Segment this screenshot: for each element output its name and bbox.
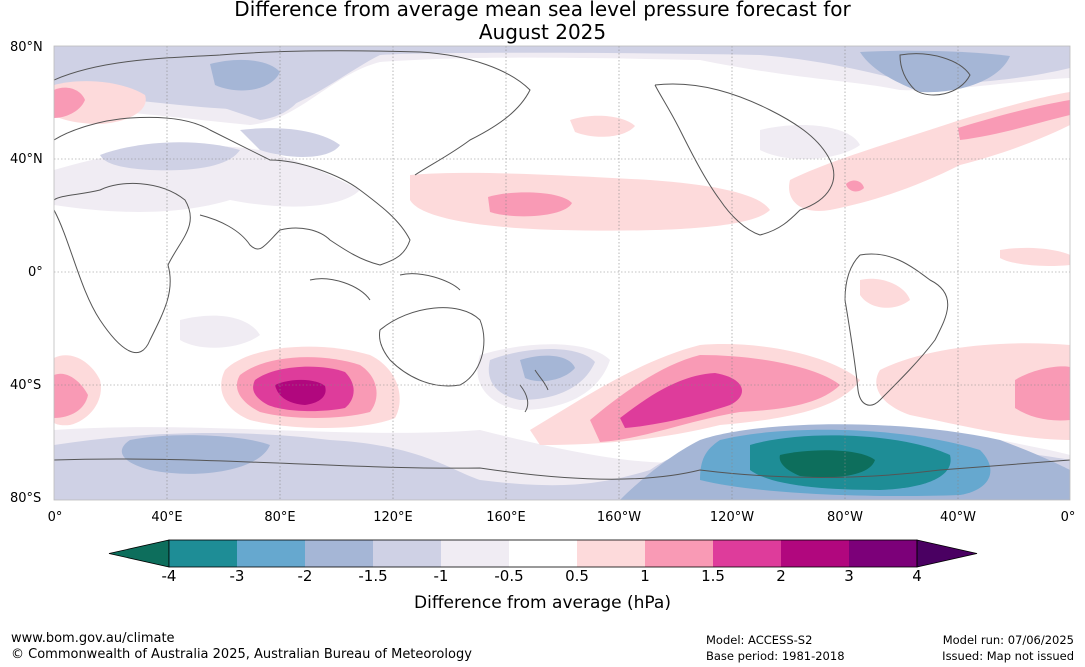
- lon-label-40e: 40°E: [151, 510, 183, 525]
- footer-copyright: © Commonwealth of Australia 2025, Austra…: [11, 647, 472, 662]
- colorbar-swatch: [373, 540, 441, 567]
- colorbar-title: Difference from average (hPa): [414, 593, 671, 613]
- footer-model: Model: ACCESS-S2: [706, 633, 813, 647]
- lat-label-80n: 80°N: [10, 40, 43, 55]
- graticule: [54, 46, 1070, 500]
- lon-label-120w: 120°W: [709, 510, 755, 525]
- colorbar-tick: 1: [640, 567, 650, 585]
- colorbar-tick: -0.5: [494, 567, 524, 585]
- colorbar-tick: 4: [912, 567, 922, 585]
- lon-label-0: 0°: [47, 510, 63, 525]
- lon-label-80e: 80°E: [264, 510, 296, 525]
- colorbar-swatch: [441, 540, 509, 567]
- lon-label-120e: 120°E: [373, 510, 413, 525]
- lon-label-40w: 40°W: [940, 510, 976, 525]
- colorbar-swatch: [781, 540, 849, 567]
- colorbar-tick: 1.5: [701, 567, 725, 585]
- coastlines: [54, 50, 1070, 480]
- colorbar-swatch: [713, 540, 781, 567]
- colorbar-swatch: [577, 540, 645, 567]
- pressure-anomaly-fills: [54, 46, 1070, 500]
- footer-url: www.bom.gov.au/climate: [11, 631, 175, 646]
- colorbar-swatch: [645, 540, 713, 567]
- colorbar-tick: -1: [433, 567, 449, 585]
- lon-label-80w: 80°W: [827, 510, 863, 525]
- lat-label-0: 0°: [28, 265, 43, 280]
- footer-base-period: Base period: 1981-2018: [706, 649, 845, 663]
- lat-label-40s: 40°S: [10, 378, 42, 393]
- colorbar-swatch: [849, 540, 917, 567]
- footer-issued: Issued: Map not issued: [942, 649, 1074, 663]
- colorbar-tick: -1.5: [358, 567, 388, 585]
- lon-label-160w: 160°W: [596, 510, 642, 525]
- colorbar-frame: [168, 539, 918, 568]
- colorbar-tick: 3: [844, 567, 854, 585]
- lon-label-160e: 160°E: [486, 510, 526, 525]
- footer-model-run: Model run: 07/06/2025: [942, 633, 1074, 647]
- lon-label-0-east: 0°: [1060, 510, 1076, 525]
- lat-label-80s: 80°S: [10, 491, 42, 506]
- colorbar-tick: -2: [297, 567, 313, 585]
- colorbar-extend-low: [108, 539, 170, 568]
- colorbar-tick: -4: [161, 567, 177, 585]
- map-title-line1: Difference from average mean sea level p…: [234, 0, 851, 21]
- colorbar-tick: 2: [776, 567, 786, 585]
- colorbar-swatch: [305, 540, 373, 567]
- colorbar-tick: -3: [229, 567, 245, 585]
- lat-label-40n: 40°N: [10, 152, 43, 167]
- colorbar-swatch: [169, 540, 237, 567]
- colorbar-swatch: [509, 540, 577, 567]
- colorbar-extend-high: [916, 539, 978, 568]
- colorbar-tick: 0.5: [565, 567, 589, 585]
- map-title-line2: August 2025: [478, 20, 607, 44]
- colorbar-swatch: [237, 540, 305, 567]
